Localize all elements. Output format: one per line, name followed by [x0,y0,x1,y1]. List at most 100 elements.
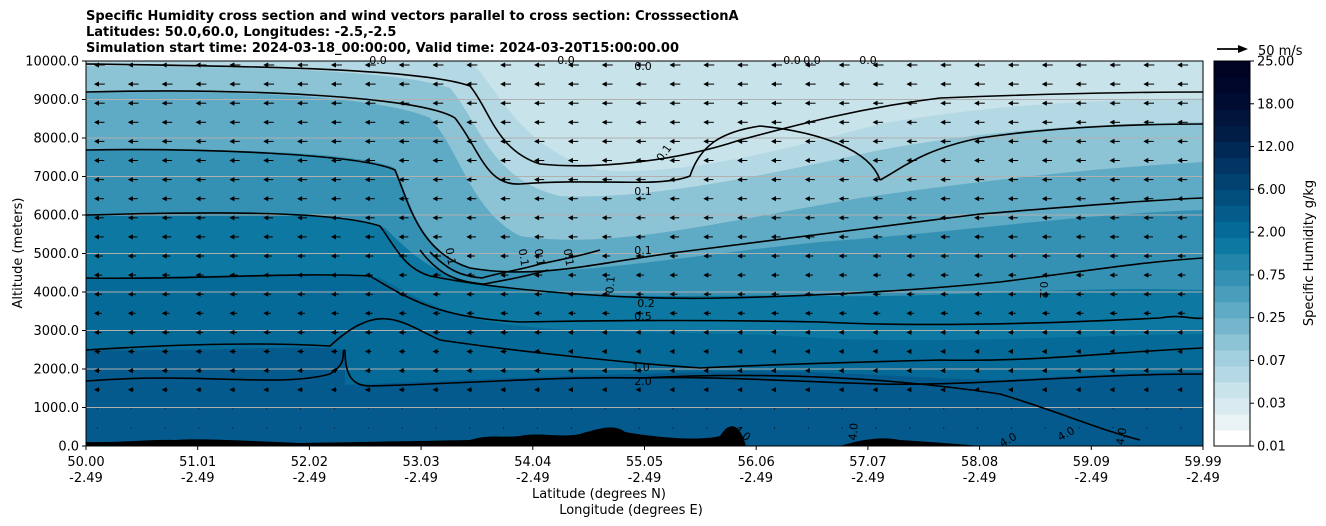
wind-vector-head [398,138,404,144]
wind-vector-head [161,253,167,259]
wind-vector-head [703,291,709,297]
wind-vector-head [500,329,506,335]
wind-vector-head [940,119,946,125]
wind-vector-head [906,368,912,374]
wind-vector-head [500,100,506,106]
wind-vector-head [1007,196,1013,202]
wind-vector-head [804,234,810,240]
wind-vector-head [94,62,99,68]
colorbar-tick-label: 18.00 [1257,97,1294,112]
wind-vector-head [195,348,201,355]
wind-vector-head [94,215,99,221]
wind-vector-head [330,196,336,202]
wind-vector-head [838,177,844,183]
wind-vector-head [229,291,235,297]
wind-vector-head [906,157,912,164]
wind-vector-head [804,81,810,87]
wind-vector-head [838,157,844,164]
wind-vector-head [1143,138,1149,144]
wind-vector-head [804,196,810,202]
wind-vector-head [127,62,133,68]
colorbar-swatch [1214,189,1250,206]
wind-vector-head [635,329,641,335]
wind-vector-head [737,310,743,316]
wind-vector-head [127,157,133,164]
wind-vector-head [669,138,675,144]
wind-vector-head [669,234,675,240]
wind-vector-head [161,310,167,316]
wind-vector-head [94,387,99,393]
wind-vector-head [1041,81,1047,87]
y-tick-label: 2000.0 [34,363,80,378]
wind-vector-head [466,368,472,374]
wind-vector-head [229,81,235,87]
colorbar-tick-label: 12.00 [1257,140,1294,155]
wind-vector-head [1075,138,1081,144]
wind-vector-head [1075,119,1081,125]
wind-vector-head [635,272,641,278]
wind-vector-head [601,81,607,87]
wind-vector-head [94,196,99,202]
wind-vector-head [567,234,573,240]
wind-vector-head [432,310,438,316]
wind-vector-head [229,62,235,68]
colorbar-swatch [1214,253,1250,271]
wind-vector-head [872,62,878,68]
x-tick-label-lon: -2.49 [1186,471,1220,486]
wind-vector-head [1177,387,1183,393]
wind-vector-head [804,348,810,355]
wind-vector-head [1007,81,1013,87]
wind-vector-head [703,81,709,87]
wind-vector-head [1007,177,1013,183]
wind-vector-head [1177,368,1183,374]
wind-vector-head [567,253,573,259]
y-tick-label: 9000.0 [34,93,80,108]
x-tick-label-lon: -2.49 [1074,471,1108,486]
wind-vector-head [974,177,980,183]
wind-vector-head [1177,177,1183,183]
wind-vector-head [838,62,844,68]
wind-vector-head [263,329,269,335]
y-tick-label: 10000.0 [25,55,79,70]
wind-vector-head [872,215,878,221]
wind-vector-head [1007,157,1013,164]
wind-vector-head [364,196,370,202]
wind-vector-head [940,253,946,259]
wind-vector-head [872,157,878,164]
wind-vector-head [703,62,709,68]
contour-label-0-0: 0.0 [634,60,652,73]
wind-vector-head [906,272,912,278]
wind-vector-head [229,310,235,316]
x-tick-label-lat: 54.04 [514,455,551,470]
x-tick-label-lon: -2.49 [69,471,103,486]
x-tick-label-lon: -2.49 [739,471,773,486]
wind-vector-head [906,119,912,125]
wind-vector-head [635,368,641,374]
wind-vector-head [364,62,370,68]
wind-vector-head [330,348,336,355]
wind-vector-head [1109,62,1115,68]
wind-vector-head [534,368,540,374]
wind-vector-head [229,272,235,278]
wind-vector-head [500,387,506,393]
wind-vector-head [500,177,506,183]
wind-vector-head [1007,62,1013,68]
x-tick-label-lat: 51.01 [179,455,216,470]
wind-vector-head [195,310,201,316]
wind-vector-head [161,348,167,355]
contour-line-0-1-upper [86,90,881,185]
wind-vector-head [1143,177,1149,183]
contour-line-0-0-inner [419,249,549,285]
wind-vector-head [229,177,235,183]
wind-vector-head [771,310,776,316]
wind-vector-head [1109,310,1115,316]
wind-vector-head [500,310,506,316]
x-tick-label-lon: -2.49 [851,471,885,486]
title-line-1: Specific Humidity cross section and wind… [86,9,739,24]
wind-vector-head [635,196,641,202]
wind-vector-head [1075,157,1081,164]
terrain-profile [86,426,746,446]
wind-vector-head [297,81,303,87]
wind-vector-head [534,119,540,125]
wind-vector-head [1041,157,1047,164]
